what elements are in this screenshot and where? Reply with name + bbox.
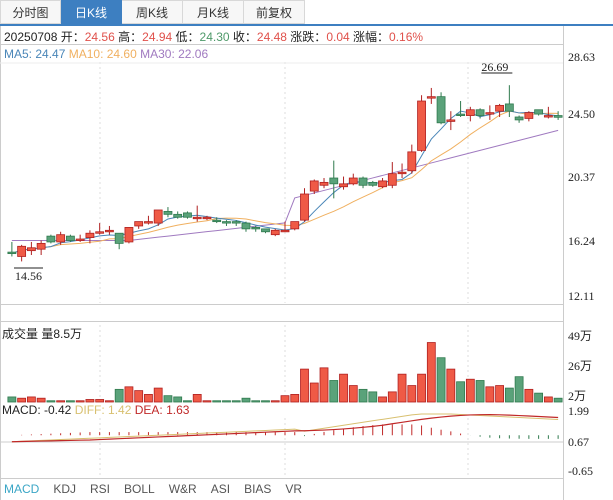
divider	[0, 478, 564, 479]
indicator-tab-wr[interactable]: W&R	[168, 482, 197, 496]
open-label: 开：	[60, 30, 85, 44]
indicator-tab-vr[interactable]: VR	[285, 482, 303, 496]
volume-title: 成交量 量8.5万	[2, 327, 83, 341]
diff-value: DIFF: 1.42	[74, 403, 132, 417]
indicator-tab-bias[interactable]: BIAS	[244, 482, 272, 496]
divider	[0, 44, 564, 45]
close-label: 收：	[232, 30, 257, 44]
tab-1[interactable]: 日K线	[61, 0, 122, 24]
ma5-legend: MA5: 24.47	[4, 47, 66, 61]
ma10-legend: MA10: 24.60	[68, 47, 137, 61]
close-value: 24.48	[256, 30, 287, 44]
tab-4[interactable]: 前复权	[244, 0, 305, 24]
macd-tick: 1.99	[568, 404, 589, 418]
indicator-tab-rsi[interactable]: RSI	[90, 482, 111, 496]
macd-tick: -0.65	[568, 464, 593, 478]
tab-underline	[0, 24, 613, 26]
ma-legend: MA5: 24.47 MA10: 24.60 MA30: 22.06	[4, 47, 208, 61]
tab-2[interactable]: 周K线	[122, 0, 183, 24]
pct-value: 0.16%	[389, 30, 424, 44]
period-tabs: 分时图 日K线 周K线 月K线 前复权	[0, 0, 305, 24]
macd-legend: MACD: -0.42 DIFF: 1.42 DEA: 1.63	[2, 403, 189, 417]
indicator-tabs: MACD KDJ RSI BOLL W&R ASI BIAS VR	[4, 482, 316, 496]
pct-label: 涨幅：	[353, 30, 390, 44]
volume-tick: 26万	[568, 359, 593, 373]
price-tick: 28.63	[568, 50, 595, 64]
change-value: 0.04	[326, 30, 350, 44]
price-tick: 16.24	[568, 234, 595, 248]
tab-0[interactable]: 分时图	[0, 0, 61, 24]
divider	[0, 304, 564, 305]
volume-tick: 49万	[568, 329, 593, 343]
tab-3[interactable]: 月K线	[183, 0, 244, 24]
svg-text:14.56: 14.56	[15, 269, 42, 283]
indicator-tab-kdj[interactable]: KDJ	[53, 482, 77, 496]
macd-value: MACD: -0.42	[2, 403, 72, 417]
macd-tick: 0.67	[568, 435, 589, 449]
indicator-tab-boll[interactable]: BOLL	[124, 482, 155, 496]
low-label: 低：	[175, 30, 200, 44]
change-label: 涨跌：	[290, 30, 327, 44]
indicator-tab-asi[interactable]: ASI	[210, 482, 231, 496]
chart-frame	[0, 26, 564, 500]
ma30-legend: MA30: 22.06	[140, 47, 209, 61]
price-tick: 24.50	[568, 107, 595, 121]
divider	[0, 321, 564, 322]
open-value: 24.56	[84, 30, 115, 44]
svg-text:26.69: 26.69	[481, 60, 508, 74]
indicator-tab-macd[interactable]: MACD	[4, 482, 40, 496]
price-tick: 20.37	[568, 170, 595, 184]
high-value: 24.94	[142, 30, 173, 44]
quote-date: 20250708	[4, 30, 58, 44]
quote-line: 20250708 开：24.56 高：24.94 低：24.30 收：24.48…	[4, 28, 423, 45]
low-value: 24.30	[199, 30, 230, 44]
dea-value: DEA: 1.63	[134, 403, 190, 417]
high-label: 高：	[118, 30, 143, 44]
price-tick: 12.11	[568, 289, 595, 303]
volume-tick: 2万	[568, 389, 587, 403]
